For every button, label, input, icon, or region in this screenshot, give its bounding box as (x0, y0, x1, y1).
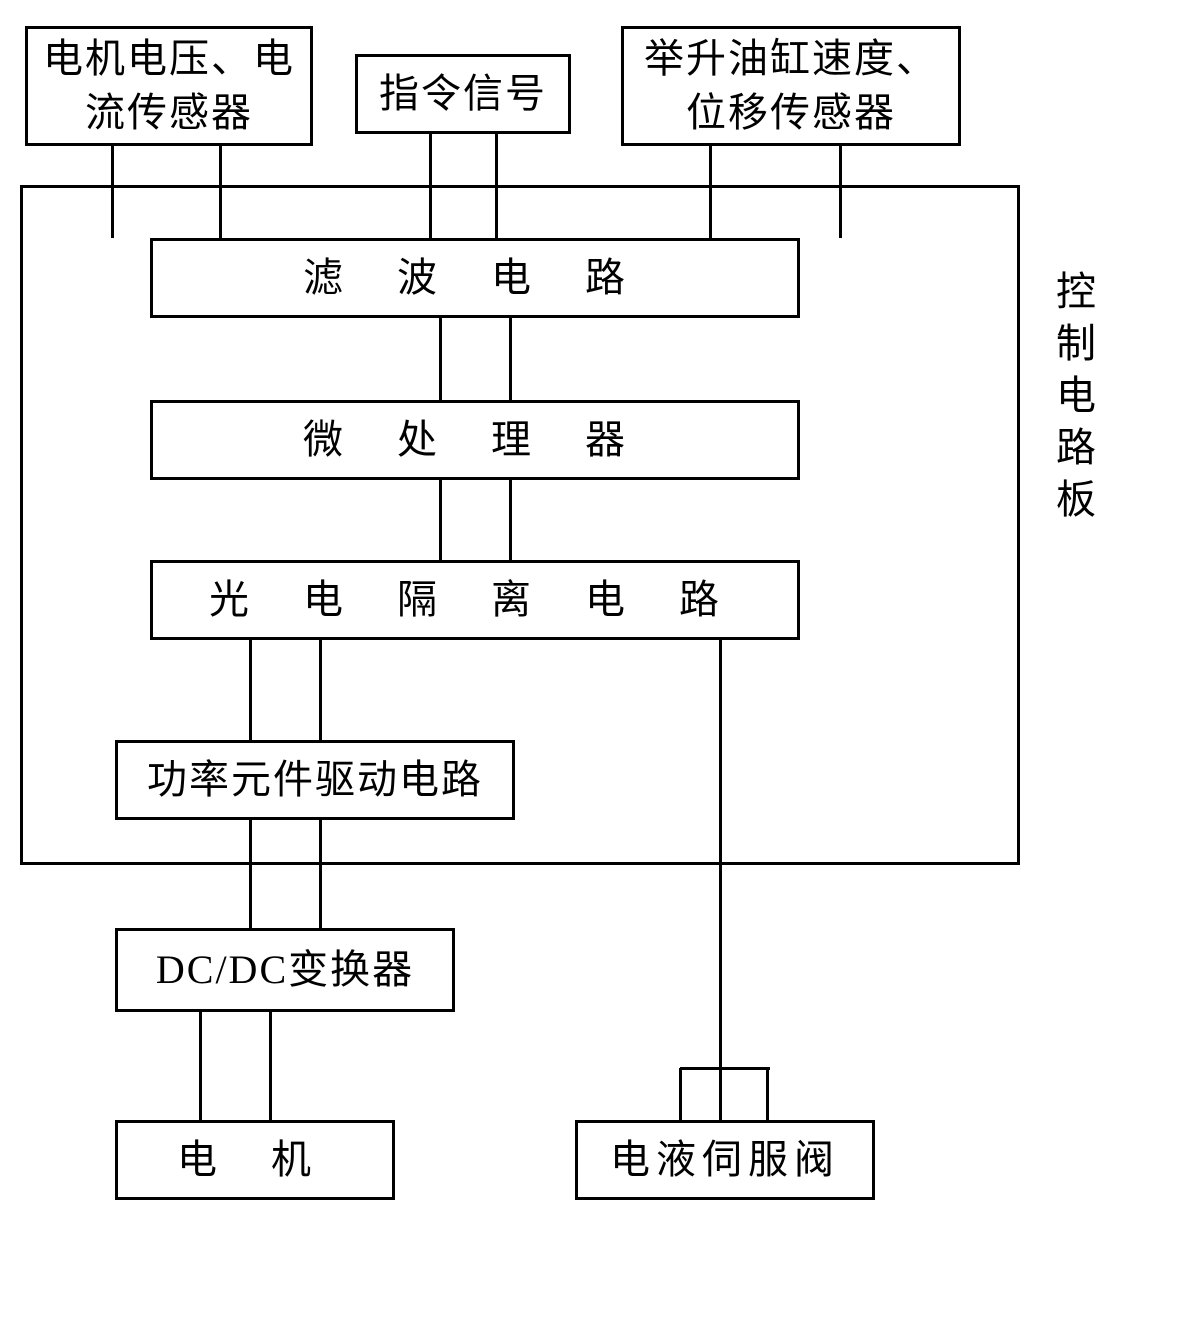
side-label-control-board: 控制电路板 (1040, 270, 1104, 530)
box-motor: 电 机 (115, 1120, 395, 1200)
label: 滤 波 电 路 (303, 251, 647, 305)
connector-line (509, 318, 512, 400)
box-servo-valve: 电液伺服阀 (575, 1120, 875, 1200)
connector-line (111, 185, 114, 238)
box-opto-isolation: 光 电 隔 离 电 路 (150, 560, 800, 640)
box-dcdc-converter: DC/DC变换器 (115, 928, 455, 1012)
box-filter-circuit: 滤 波 电 路 (150, 238, 800, 318)
connector-line (439, 480, 442, 560)
connector-line (719, 640, 722, 1120)
connector-line (429, 134, 432, 185)
box-microprocessor: 微 处 理 器 (150, 400, 800, 480)
label: DC/DC变换器 (156, 943, 414, 997)
box-command-signal: 指令信号 (355, 54, 571, 134)
connector-line (766, 1068, 769, 1120)
connector-line (709, 185, 712, 238)
connector-line (509, 480, 512, 560)
connector-line (199, 1012, 202, 1120)
label: 微 处 理 器 (303, 413, 647, 467)
connector-line (249, 820, 252, 928)
connector-line (219, 185, 222, 238)
connector-line (249, 640, 252, 740)
label: 光 电 隔 离 电 路 (209, 573, 741, 627)
connector-line (319, 820, 322, 928)
label: 功率元件驱动电路 (147, 753, 483, 807)
connector-line (679, 1068, 682, 1120)
box-power-drive: 功率元件驱动电路 (115, 740, 515, 820)
connector-line (680, 1067, 770, 1070)
connector-line (319, 640, 322, 740)
box-cylinder-sensor: 举升油缸速度、 位移传感器 (621, 26, 961, 146)
connector-line (429, 185, 432, 238)
label: 举升油缸速度、 位移传感器 (630, 32, 952, 140)
connector-line (495, 134, 498, 185)
connector-line (439, 318, 442, 400)
connector-line (839, 146, 842, 185)
label: 控制电路板 (1050, 270, 1095, 530)
block-diagram: 电机电压、电 流传感器 指令信号 举升油缸速度、 位移传感器 滤 波 电 路 微… (20, 20, 1164, 1302)
connector-line (269, 1012, 272, 1120)
label: 电机电压、电 流传感器 (34, 32, 304, 140)
connector-line (709, 146, 712, 185)
connector-line (111, 146, 114, 185)
label: 电 机 (177, 1133, 333, 1187)
connector-line (495, 185, 498, 238)
label: 指令信号 (379, 67, 547, 121)
connector-line (839, 185, 842, 238)
box-motor-voltage-current-sensor: 电机电压、电 流传感器 (25, 26, 313, 146)
connector-line (219, 146, 222, 185)
label: 电液伺服阀 (610, 1133, 840, 1187)
